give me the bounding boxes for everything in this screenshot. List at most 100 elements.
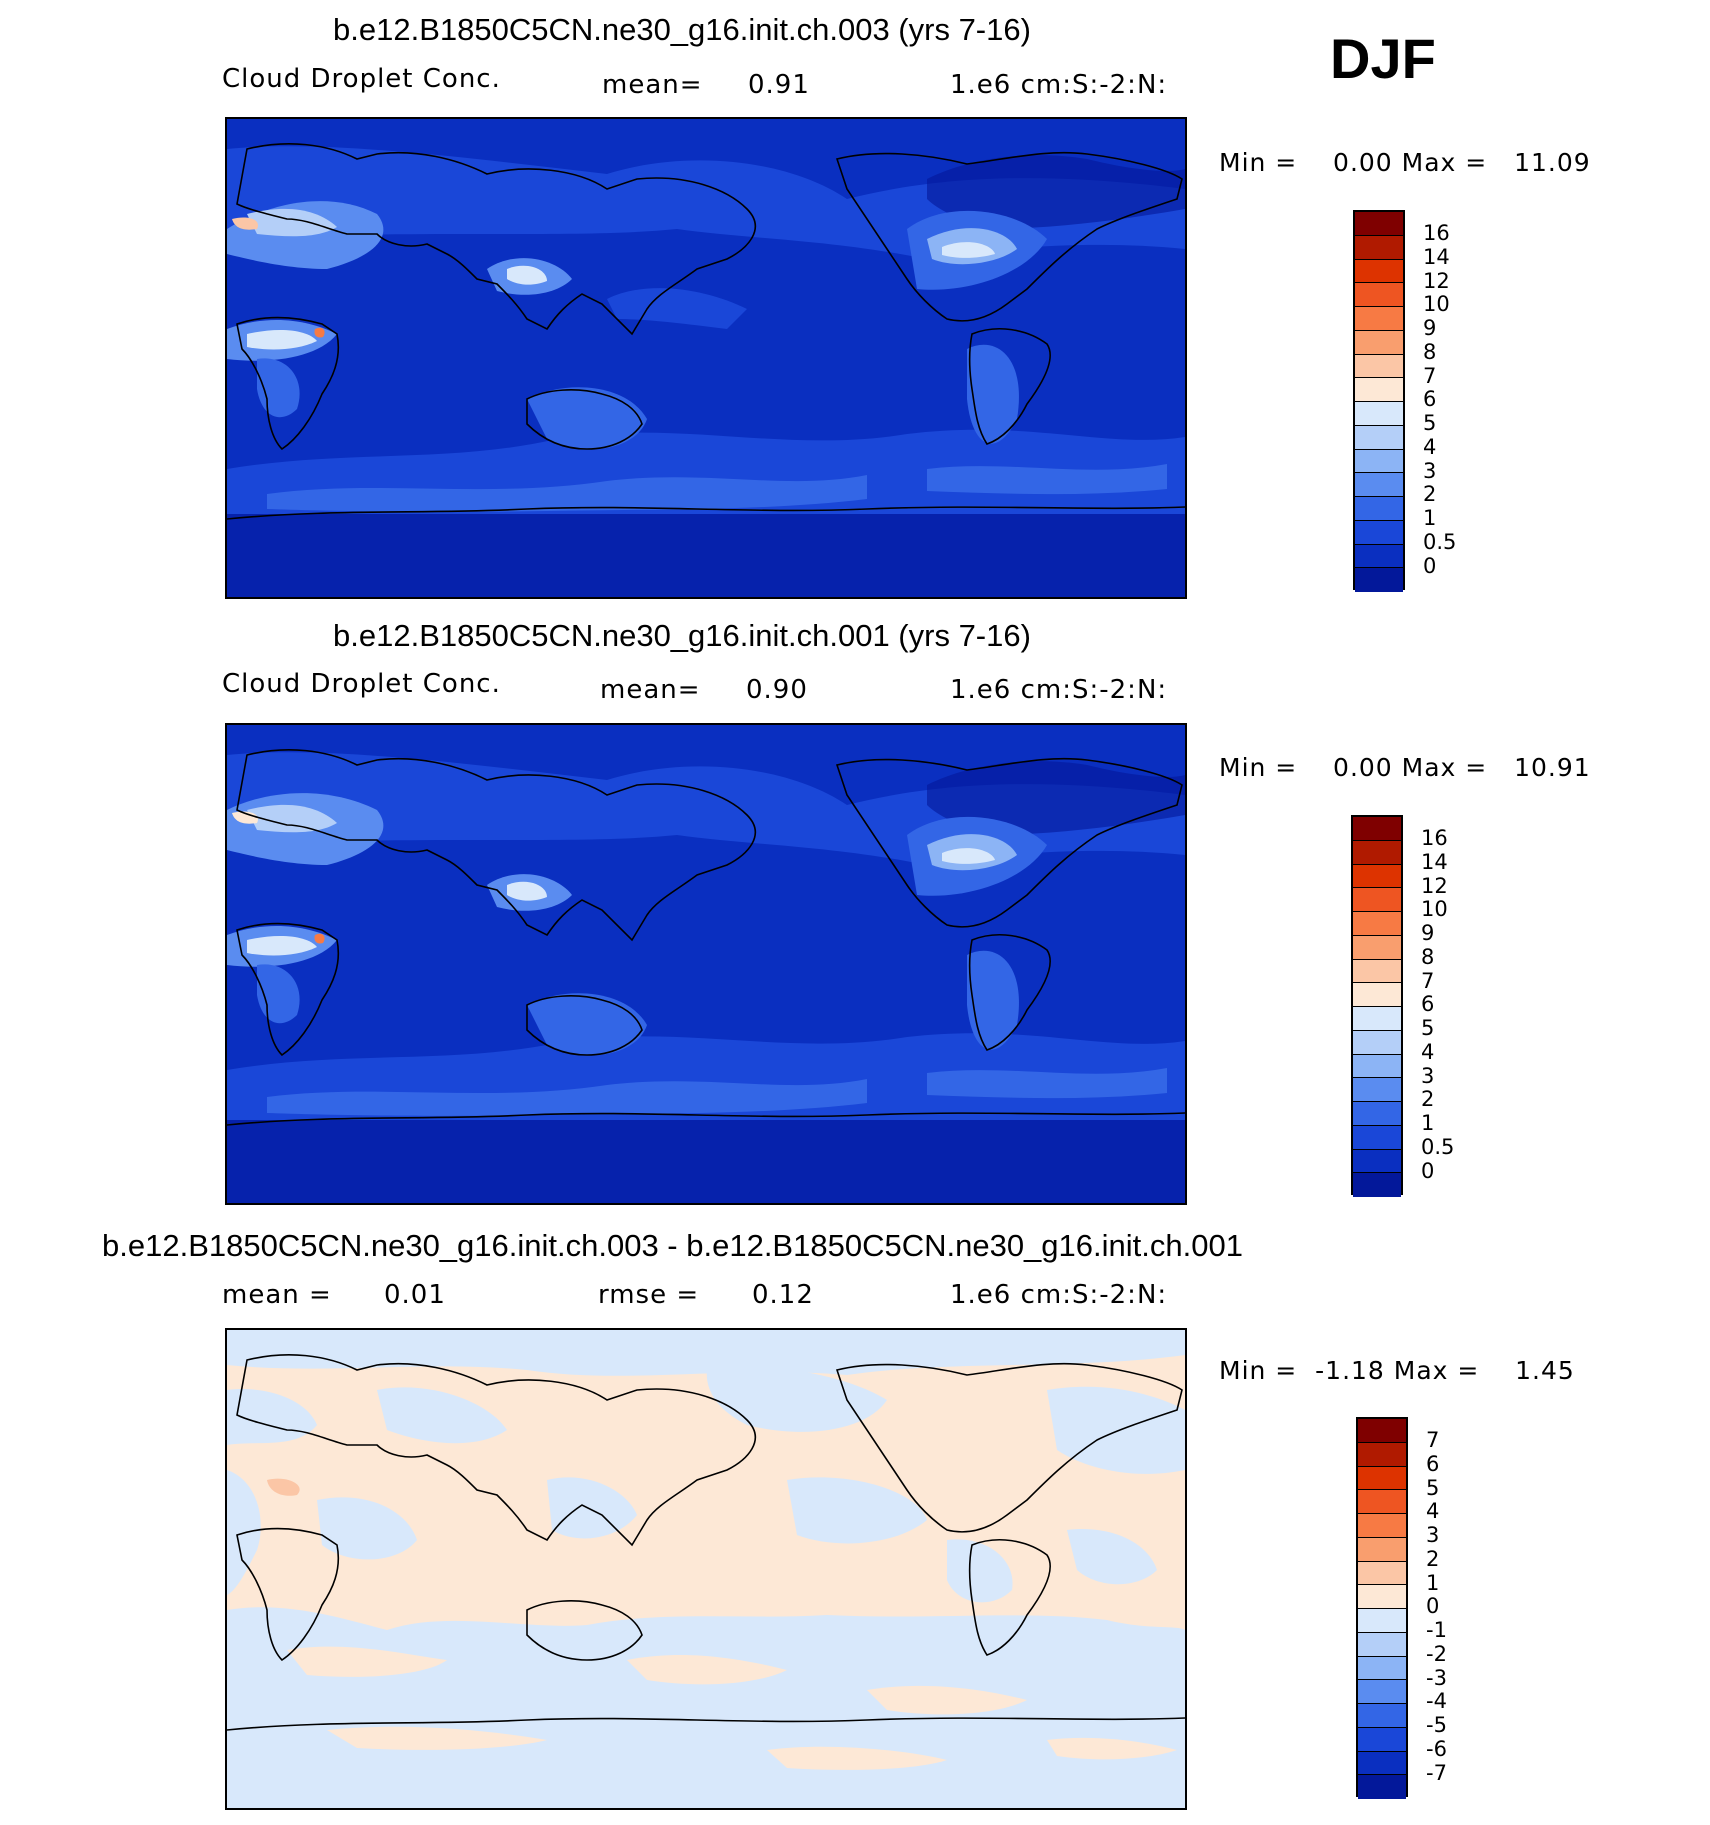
colorbar-tick-label: 0.5 bbox=[1421, 1135, 1455, 1159]
panel-3-title: b.e12.B1850C5CN.ne30_g16.init.ch.003 - b… bbox=[102, 1228, 1243, 1263]
panel-1-map-drawing bbox=[227, 119, 1185, 597]
colorbar-swatch bbox=[1353, 912, 1401, 936]
colorbar-tick-label: 2 bbox=[1423, 482, 1437, 506]
colorbar-swatch bbox=[1355, 259, 1403, 284]
colorbar-swatch bbox=[1358, 1442, 1406, 1467]
panel-2-map bbox=[225, 723, 1187, 1205]
colorbar-tick-label: -3 bbox=[1426, 1666, 1447, 1690]
colorbar-tick-label: 1 bbox=[1423, 506, 1437, 530]
colorbar-tick-label: 12 bbox=[1421, 874, 1448, 898]
colorbar-tick-label: 0 bbox=[1421, 1159, 1435, 1183]
colorbar-tick-label: 12 bbox=[1423, 269, 1450, 293]
colorbar-swatch bbox=[1358, 1490, 1406, 1514]
panel-2-min-max: Min = 0.00 Max = 10.91 bbox=[1219, 753, 1591, 782]
colorbar-swatch bbox=[1353, 959, 1401, 984]
colorbar-swatch bbox=[1355, 425, 1403, 450]
panel-3-map bbox=[225, 1328, 1187, 1810]
colorbar-tick-label: 10 bbox=[1421, 897, 1448, 921]
colorbar-tick-label: 7 bbox=[1421, 969, 1435, 993]
colorbar-tick-label: 5 bbox=[1421, 1016, 1435, 1040]
panel-3-min-max: Min = -1.18 Max = 1.45 bbox=[1219, 1356, 1575, 1385]
colorbar-swatch bbox=[1353, 983, 1401, 1007]
colorbar-tick-label: 5 bbox=[1426, 1476, 1440, 1500]
colorbar-swatch bbox=[1353, 1054, 1401, 1079]
colorbar-swatch bbox=[1358, 1419, 1406, 1443]
colorbar-swatch bbox=[1353, 1007, 1401, 1031]
colorbar-swatch bbox=[1353, 935, 1401, 960]
colorbar-tick-label: 9 bbox=[1423, 316, 1437, 340]
colorbar-tick-label: 2 bbox=[1421, 1087, 1435, 1111]
panel-1-title: b.e12.B1850C5CN.ne30_g16.init.ch.003 (yr… bbox=[333, 12, 1031, 47]
colorbar-tick-label: 4 bbox=[1421, 1040, 1435, 1064]
colorbar-swatch bbox=[1358, 1704, 1406, 1728]
colorbar-swatch bbox=[1355, 520, 1403, 545]
panel-3-mean-value: 0.01 bbox=[384, 1280, 446, 1310]
colorbar-swatch bbox=[1353, 1078, 1401, 1102]
colorbar-swatch bbox=[1353, 1173, 1401, 1197]
colorbar-swatch bbox=[1358, 1585, 1406, 1609]
colorbar-tick-label: 14 bbox=[1423, 245, 1450, 269]
panel-3-units: 1.e6 cm:S:-2:N: bbox=[950, 1280, 1168, 1310]
colorbar-tick-label: 3 bbox=[1421, 1064, 1435, 1088]
panel-2-mean-label: mean= bbox=[600, 675, 701, 705]
colorbar-swatch bbox=[1353, 1102, 1401, 1126]
colorbar-tick-label: 9 bbox=[1421, 921, 1435, 945]
panel-1-mean-value: 0.91 bbox=[748, 70, 810, 100]
colorbar-swatch bbox=[1353, 840, 1401, 865]
colorbar-tick-label: 14 bbox=[1421, 850, 1448, 874]
colorbar-swatch bbox=[1358, 1466, 1406, 1491]
panel-2-title: b.e12.B1850C5CN.ne30_g16.init.ch.001 (yr… bbox=[333, 618, 1031, 653]
colorbar-tick-label: 6 bbox=[1426, 1452, 1440, 1476]
panel-3-mean-label: mean = bbox=[222, 1280, 332, 1310]
colorbar-tick-label: -5 bbox=[1426, 1713, 1447, 1737]
colorbar-swatch bbox=[1355, 354, 1403, 379]
colorbar-swatch bbox=[1353, 864, 1401, 889]
colorbar-tick-label: -4 bbox=[1426, 1689, 1447, 1713]
colorbar-tick-label: 7 bbox=[1423, 364, 1437, 388]
colorbar-tick-label: 0.5 bbox=[1423, 530, 1457, 554]
colorbar-tick-label: 2 bbox=[1426, 1547, 1440, 1571]
colorbar-swatch bbox=[1358, 1632, 1406, 1657]
colorbar-swatch bbox=[1355, 473, 1403, 497]
colorbar-tick-label: 8 bbox=[1421, 945, 1435, 969]
panel-2-map-drawing bbox=[227, 725, 1185, 1203]
panel-1-units: 1.e6 cm:S:-2:N: bbox=[950, 70, 1168, 100]
panel-1-min-max: Min = 0.00 Max = 11.09 bbox=[1219, 148, 1591, 177]
colorbar-swatch bbox=[1353, 1030, 1401, 1055]
colorbar-swatch bbox=[1355, 378, 1403, 402]
colorbar-swatch bbox=[1358, 1775, 1406, 1799]
colorbar-tick-label: 4 bbox=[1426, 1499, 1440, 1523]
panel-2-variable-label: Cloud Droplet Conc. bbox=[222, 669, 501, 699]
season-label: DJF bbox=[1330, 27, 1436, 90]
panel-1-colorbar-swatches bbox=[1353, 210, 1405, 592]
colorbar-tick-label: 7 bbox=[1426, 1428, 1440, 1452]
colorbar-swatch bbox=[1355, 544, 1403, 569]
colorbar-swatch bbox=[1355, 449, 1403, 474]
panel-2-colorbar-swatches bbox=[1351, 815, 1403, 1197]
colorbar-swatch bbox=[1355, 402, 1403, 426]
colorbar-tick-label: 6 bbox=[1421, 992, 1435, 1016]
colorbar-swatch bbox=[1355, 497, 1403, 521]
colorbar-swatch bbox=[1358, 1537, 1406, 1562]
colorbar-tick-label: 8 bbox=[1423, 340, 1437, 364]
colorbar-swatch bbox=[1355, 307, 1403, 331]
colorbar-swatch bbox=[1353, 817, 1401, 841]
colorbar-tick-label: 16 bbox=[1423, 221, 1450, 245]
colorbar-swatch bbox=[1355, 283, 1403, 307]
colorbar-swatch bbox=[1355, 568, 1403, 592]
panel-3-rmse-label: rmse = bbox=[598, 1280, 700, 1310]
colorbar-tick-label: 6 bbox=[1423, 387, 1437, 411]
colorbar-swatch bbox=[1358, 1680, 1406, 1704]
colorbar-tick-label: -7 bbox=[1426, 1761, 1447, 1785]
colorbar-tick-label: 3 bbox=[1423, 459, 1437, 483]
colorbar-tick-label: -1 bbox=[1426, 1618, 1447, 1642]
panel-1-map bbox=[225, 117, 1187, 599]
colorbar-tick-label: -2 bbox=[1426, 1642, 1447, 1666]
colorbar-swatch bbox=[1358, 1727, 1406, 1752]
colorbar-tick-label: 0 bbox=[1426, 1594, 1440, 1618]
colorbar-swatch bbox=[1353, 888, 1401, 912]
panel-1-variable-label: Cloud Droplet Conc. bbox=[222, 64, 501, 94]
panel-2-mean-value: 0.90 bbox=[746, 675, 808, 705]
colorbar-tick-label: 16 bbox=[1421, 826, 1448, 850]
panel-3-rmse-value: 0.12 bbox=[752, 1280, 814, 1310]
